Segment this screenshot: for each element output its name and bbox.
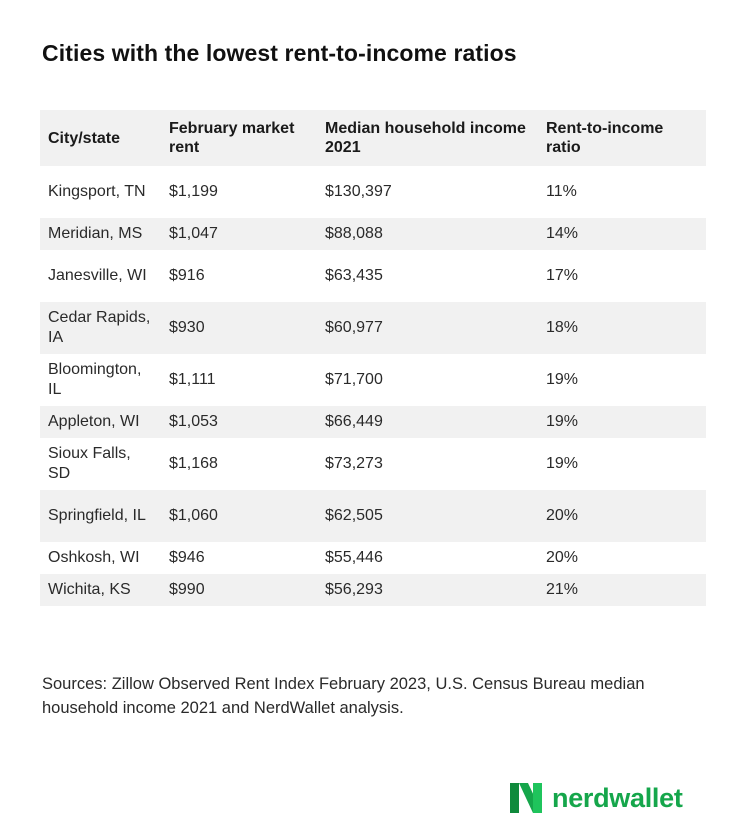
- cell-city: Appleton, WI: [48, 413, 140, 430]
- cell-income: $73,273: [325, 455, 383, 472]
- table-row: Cedar Rapids, IA $930 $60,977 18%: [40, 302, 706, 354]
- table-row: Appleton, WI $1,053 $66,449 19%: [40, 406, 706, 438]
- cell-rent: $990: [169, 581, 205, 598]
- table-row: Wichita, KS $990 $56,293 21%: [40, 574, 706, 606]
- table-row: Janesville, WI $916 $63,435 17%: [40, 250, 706, 302]
- cell-rent: $1,060: [169, 507, 218, 524]
- cell-ratio: 11%: [546, 183, 577, 200]
- rent-to-income-table: City/state February market rent Median h…: [40, 110, 706, 606]
- cell-city: Janesville, WI: [48, 267, 147, 284]
- cell-ratio: 20%: [546, 507, 579, 524]
- cell-city: Cedar Rapids, IA: [48, 309, 151, 346]
- cell-income: $88,088: [325, 225, 383, 242]
- cell-ratio: 14%: [546, 225, 579, 242]
- cell-rent: $1,111: [169, 371, 216, 388]
- nerdwallet-wordmark: nerdwallet: [552, 782, 683, 813]
- table-row: Bloomington, IL $1,111 $71,700 19%: [40, 354, 706, 406]
- cell-ratio: 19%: [546, 413, 579, 430]
- table-row: Oshkosh, WI $946 $55,446 20%: [40, 542, 706, 574]
- cell-rent: $930: [169, 319, 205, 336]
- table-row: Sioux Falls, SD $1,168 $73,273 19%: [40, 438, 706, 490]
- cell-rent: $1,053: [169, 413, 218, 430]
- cell-city: Kingsport, TN: [48, 183, 146, 200]
- page-title: Cities with the lowest rent-to-income ra…: [42, 40, 517, 66]
- header-city-state: City/state: [48, 129, 121, 147]
- table-row: Kingsport, TN $1,199 $130,397 11%: [40, 166, 706, 218]
- nerdwallet-logo: nerdwallet: [508, 778, 683, 818]
- cell-city: Wichita, KS: [48, 581, 131, 598]
- cell-income: $71,700: [325, 371, 383, 388]
- table-row: Meridian, MS $1,047 $88,088 14%: [40, 218, 706, 250]
- cell-rent: $946: [169, 549, 205, 566]
- table-header-row: City/state February market rent Median h…: [40, 110, 706, 166]
- cell-income: $60,977: [325, 319, 383, 336]
- cell-income: $130,397: [325, 183, 392, 200]
- cell-rent: $1,199: [169, 183, 218, 200]
- cell-city: Springfield, IL: [48, 507, 146, 524]
- sources-note: Sources: Zillow Observed Rent Index Febr…: [42, 675, 645, 717]
- cell-rent: $916: [169, 267, 205, 284]
- cell-income: $55,446: [325, 549, 383, 566]
- cell-income: $66,449: [325, 413, 383, 430]
- cell-rent: $1,047: [169, 225, 218, 242]
- cell-city: Sioux Falls, SD: [48, 445, 131, 482]
- cell-city: Oshkosh, WI: [48, 549, 140, 566]
- cell-city: Meridian, MS: [48, 225, 143, 242]
- cell-rent: $1,168: [169, 455, 218, 472]
- header-february-market-rent: February market rent: [169, 120, 295, 156]
- cell-income: $62,505: [325, 507, 383, 524]
- cell-income: $63,435: [325, 267, 383, 284]
- cell-ratio: 21%: [546, 581, 579, 598]
- cell-ratio: 20%: [546, 549, 579, 566]
- nerdwallet-n-logo-icon: [510, 783, 542, 813]
- header-median-household-income: Median household income 2021: [325, 120, 526, 156]
- cell-ratio: 18%: [546, 319, 579, 336]
- cell-city: Bloomington, IL: [48, 361, 142, 398]
- cell-ratio: 17%: [546, 267, 579, 284]
- cell-income: $56,293: [325, 581, 383, 598]
- cell-ratio: 19%: [546, 455, 579, 472]
- header-rent-to-income-ratio: Rent-to-income ratio: [546, 120, 664, 156]
- table-row: Springfield, IL $1,060 $62,505 20%: [40, 490, 706, 542]
- cell-ratio: 19%: [546, 371, 579, 388]
